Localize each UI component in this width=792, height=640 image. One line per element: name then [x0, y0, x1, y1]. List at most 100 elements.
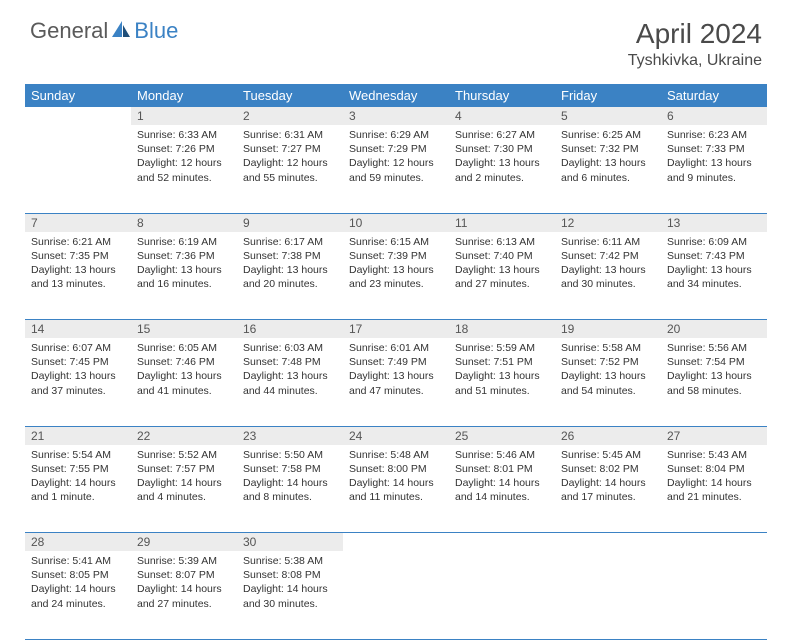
sunrise-line: Sunrise: 5:56 AM [667, 341, 761, 355]
day-cell: Sunrise: 5:46 AMSunset: 8:01 PMDaylight:… [449, 445, 555, 533]
sunrise-line: Sunrise: 6:19 AM [137, 235, 231, 249]
week-row: Sunrise: 5:41 AMSunset: 8:05 PMDaylight:… [25, 551, 767, 639]
day-details: Sunrise: 6:13 AMSunset: 7:40 PMDaylight:… [449, 232, 555, 296]
day-details: Sunrise: 5:59 AMSunset: 7:51 PMDaylight:… [449, 338, 555, 402]
sunrise-line: Sunrise: 6:23 AM [667, 128, 761, 142]
day-cell: Sunrise: 6:03 AMSunset: 7:48 PMDaylight:… [237, 338, 343, 426]
day-details: Sunrise: 5:46 AMSunset: 8:01 PMDaylight:… [449, 445, 555, 509]
sunrise-line: Sunrise: 6:03 AM [243, 341, 337, 355]
sunset-line: Sunset: 8:00 PM [349, 462, 443, 476]
day-number-cell: 6 [661, 107, 767, 125]
daylight-line: Daylight: 14 hours and 21 minutes. [667, 476, 761, 504]
day-number-cell: 26 [555, 426, 661, 445]
daylight-line: Daylight: 13 hours and 30 minutes. [561, 263, 655, 291]
day-details: Sunrise: 5:43 AMSunset: 8:04 PMDaylight:… [661, 445, 767, 509]
sunset-line: Sunset: 7:39 PM [349, 249, 443, 263]
daylight-line: Daylight: 14 hours and 27 minutes. [137, 582, 231, 610]
weekday-header: Monday [131, 84, 237, 107]
day-cell: Sunrise: 5:48 AMSunset: 8:00 PMDaylight:… [343, 445, 449, 533]
day-details: Sunrise: 6:27 AMSunset: 7:30 PMDaylight:… [449, 125, 555, 189]
day-details: Sunrise: 6:19 AMSunset: 7:36 PMDaylight:… [131, 232, 237, 296]
day-number-cell: 2 [237, 107, 343, 125]
day-details: Sunrise: 6:05 AMSunset: 7:46 PMDaylight:… [131, 338, 237, 402]
weekday-header: Wednesday [343, 84, 449, 107]
day-cell [343, 551, 449, 639]
location: Tyshkivka, Ukraine [628, 52, 762, 70]
day-number-cell [449, 533, 555, 552]
daylight-line: Daylight: 13 hours and 44 minutes. [243, 369, 337, 397]
day-number-cell: 18 [449, 320, 555, 339]
day-number-cell: 4 [449, 107, 555, 125]
day-number-cell: 29 [131, 533, 237, 552]
day-number-cell: 19 [555, 320, 661, 339]
day-number-cell: 16 [237, 320, 343, 339]
sunrise-line: Sunrise: 6:09 AM [667, 235, 761, 249]
day-details: Sunrise: 6:29 AMSunset: 7:29 PMDaylight:… [343, 125, 449, 189]
day-cell: Sunrise: 5:56 AMSunset: 7:54 PMDaylight:… [661, 338, 767, 426]
day-details: Sunrise: 6:09 AMSunset: 7:43 PMDaylight:… [661, 232, 767, 296]
sunrise-line: Sunrise: 6:25 AM [561, 128, 655, 142]
week-row: Sunrise: 6:21 AMSunset: 7:35 PMDaylight:… [25, 232, 767, 320]
day-cell: Sunrise: 5:59 AMSunset: 7:51 PMDaylight:… [449, 338, 555, 426]
daylight-line: Daylight: 13 hours and 6 minutes. [561, 156, 655, 184]
sunset-line: Sunset: 8:08 PM [243, 568, 337, 582]
daylight-line: Daylight: 13 hours and 23 minutes. [349, 263, 443, 291]
day-cell: Sunrise: 6:25 AMSunset: 7:32 PMDaylight:… [555, 125, 661, 213]
day-number-cell: 13 [661, 213, 767, 232]
daylight-line: Daylight: 13 hours and 47 minutes. [349, 369, 443, 397]
daylight-line: Daylight: 13 hours and 51 minutes. [455, 369, 549, 397]
day-cell: Sunrise: 6:29 AMSunset: 7:29 PMDaylight:… [343, 125, 449, 213]
day-cell: Sunrise: 6:05 AMSunset: 7:46 PMDaylight:… [131, 338, 237, 426]
day-number-cell: 23 [237, 426, 343, 445]
daylight-line: Daylight: 13 hours and 13 minutes. [31, 263, 125, 291]
weekday-header: Thursday [449, 84, 555, 107]
day-number-cell: 28 [25, 533, 131, 552]
sunset-line: Sunset: 7:26 PM [137, 142, 231, 156]
day-number-cell: 11 [449, 213, 555, 232]
sunrise-line: Sunrise: 6:13 AM [455, 235, 549, 249]
week-row: Sunrise: 5:54 AMSunset: 7:55 PMDaylight:… [25, 445, 767, 533]
day-cell: Sunrise: 6:31 AMSunset: 7:27 PMDaylight:… [237, 125, 343, 213]
sunset-line: Sunset: 7:43 PM [667, 249, 761, 263]
daynum-row: 123456 [25, 107, 767, 125]
day-cell [661, 551, 767, 639]
day-details: Sunrise: 5:48 AMSunset: 8:00 PMDaylight:… [343, 445, 449, 509]
sunset-line: Sunset: 7:38 PM [243, 249, 337, 263]
day-cell: Sunrise: 6:21 AMSunset: 7:35 PMDaylight:… [25, 232, 131, 320]
day-number-cell: 15 [131, 320, 237, 339]
sunset-line: Sunset: 7:46 PM [137, 355, 231, 369]
day-number-cell: 25 [449, 426, 555, 445]
sunset-line: Sunset: 8:04 PM [667, 462, 761, 476]
daylight-line: Daylight: 13 hours and 20 minutes. [243, 263, 337, 291]
sunset-line: Sunset: 7:30 PM [455, 142, 549, 156]
day-number-cell: 21 [25, 426, 131, 445]
day-details: Sunrise: 5:39 AMSunset: 8:07 PMDaylight:… [131, 551, 237, 615]
day-details: Sunrise: 6:01 AMSunset: 7:49 PMDaylight:… [343, 338, 449, 402]
day-number-cell: 22 [131, 426, 237, 445]
daylight-line: Daylight: 13 hours and 16 minutes. [137, 263, 231, 291]
sunset-line: Sunset: 7:51 PM [455, 355, 549, 369]
sunset-line: Sunset: 7:45 PM [31, 355, 125, 369]
daylight-line: Daylight: 14 hours and 30 minutes. [243, 582, 337, 610]
logo: General Blue [30, 18, 178, 44]
day-details: Sunrise: 6:31 AMSunset: 7:27 PMDaylight:… [237, 125, 343, 189]
day-cell: Sunrise: 6:15 AMSunset: 7:39 PMDaylight:… [343, 232, 449, 320]
sunset-line: Sunset: 7:27 PM [243, 142, 337, 156]
day-details: Sunrise: 6:15 AMSunset: 7:39 PMDaylight:… [343, 232, 449, 296]
day-cell: Sunrise: 6:27 AMSunset: 7:30 PMDaylight:… [449, 125, 555, 213]
day-details: Sunrise: 5:38 AMSunset: 8:08 PMDaylight:… [237, 551, 343, 615]
day-cell: Sunrise: 6:11 AMSunset: 7:42 PMDaylight:… [555, 232, 661, 320]
day-cell: Sunrise: 6:23 AMSunset: 7:33 PMDaylight:… [661, 125, 767, 213]
day-number-cell: 5 [555, 107, 661, 125]
day-cell: Sunrise: 5:38 AMSunset: 8:08 PMDaylight:… [237, 551, 343, 639]
daynum-row: 282930 [25, 533, 767, 552]
sunset-line: Sunset: 7:33 PM [667, 142, 761, 156]
sunrise-line: Sunrise: 5:45 AM [561, 448, 655, 462]
logo-sail-icon [110, 19, 132, 44]
day-details: Sunrise: 6:23 AMSunset: 7:33 PMDaylight:… [661, 125, 767, 189]
sunrise-line: Sunrise: 5:43 AM [667, 448, 761, 462]
sunrise-line: Sunrise: 6:31 AM [243, 128, 337, 142]
day-cell: Sunrise: 5:39 AMSunset: 8:07 PMDaylight:… [131, 551, 237, 639]
week-row: Sunrise: 6:07 AMSunset: 7:45 PMDaylight:… [25, 338, 767, 426]
sunrise-line: Sunrise: 5:46 AM [455, 448, 549, 462]
